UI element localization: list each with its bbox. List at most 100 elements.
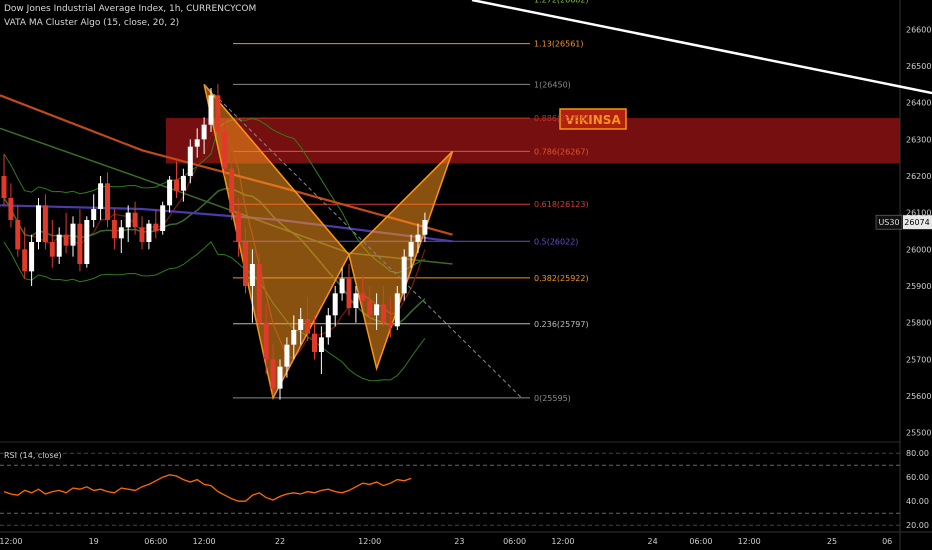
candle-body [394,293,400,327]
slow-ma-purple [0,204,453,243]
candle-body [174,179,179,191]
price-tick-label: 26500 [906,62,931,71]
candle-body [256,264,262,323]
candle-body [208,95,214,125]
candle-body [263,322,269,360]
candle-body [70,223,76,246]
candle-body [353,293,359,308]
candle-body [367,300,373,316]
candle-body [381,304,386,323]
price-tick-label: 25600 [906,392,931,401]
price-tag [903,215,932,230]
candle-body [277,366,283,389]
candle-body [401,256,407,294]
time-tick-label: 19 [89,537,99,546]
price-tick-label: 26600 [906,25,931,34]
candle-body [415,234,421,242]
candle-body [318,337,324,352]
candle-body [118,227,124,239]
candle-body [63,234,69,246]
price-tick-label: 25800 [906,319,931,328]
candle-body [215,95,221,132]
symbol-tag [875,214,903,230]
price-tick-label: 26400 [906,99,931,108]
time-tick-label: 22 [275,537,285,546]
price-tick-label: 25500 [906,429,931,438]
fib-label: 0.382(25922) [534,274,589,283]
time-tick-label: 12:00 [193,537,216,546]
candle-body [298,319,304,330]
candle-body [125,212,131,228]
rsi-tick-label: 80.00 [906,449,929,458]
rsi-tick-label: 40.00 [906,497,929,506]
candle-body [111,220,117,239]
time-tick-label: 12:00 [738,537,761,546]
candle-body [408,242,414,257]
time-tick-label: 06:00 [144,537,167,546]
price-tag-text: 26074 [904,218,929,227]
indicator-label: VATA MA Cluster Algo (15, close, 20, 2) [4,18,180,28]
candle-body [374,304,380,316]
candle-body [15,220,21,250]
watermark-box [559,108,627,130]
candle-body [229,168,235,213]
candle-body [180,176,186,191]
slow-ma-orange [0,94,453,236]
candle-body [249,264,255,286]
time-tick-label: 06:00 [503,537,526,546]
candle-body [284,344,290,367]
watermark-text: VIKINSA [565,113,621,127]
candle-body [194,139,200,147]
time-tick-label: 12:00 [551,537,574,546]
supply-zone [166,118,900,164]
candle-body [387,322,393,327]
candle-body [132,212,138,228]
rsi-label: RSI (14, close) [4,451,62,460]
price-tick-label: 26300 [906,135,931,144]
fib-label: 0.236(25797) [534,320,589,329]
pattern-line-bd [348,150,453,256]
rsi-line [3,474,412,502]
pattern-leg-bcd [348,150,454,372]
time-tick-label: 23 [454,537,464,546]
candle-body [312,333,317,352]
candle-body [346,278,352,308]
price-tick-label: 26200 [906,172,931,181]
price-tick-label: 25700 [906,355,931,364]
upper-band [3,118,426,274]
time-tick-label: 06:00 [689,537,712,546]
fib-label: 0.618(26123) [534,200,589,209]
time-tick-label: 12:00 [358,537,381,546]
candle-body [77,223,83,264]
candle-body [29,242,35,272]
candle-body [187,146,193,176]
candle-body [49,242,55,257]
candle-body [42,205,48,242]
fib-label: 0.786(26267) [534,147,589,156]
candle-body [332,293,338,316]
candle-body [98,183,104,209]
candle-body [139,227,145,242]
fib-label: 1.272(26682) [534,0,589,4]
candle-body [105,183,110,220]
candle-body [201,124,207,140]
time-tick-label: 06 [882,537,892,546]
candle-body [236,212,242,242]
lower-band [3,240,426,382]
price-tick-label: 25900 [906,282,931,291]
pattern-line-xb [203,83,350,256]
time-tick-label: 25 [827,537,837,546]
rsi-tick-label: 20.00 [906,521,929,530]
candle-body [56,234,62,257]
candle-body [8,198,14,220]
candle-body [243,242,248,286]
candle-body [360,293,366,301]
candle-body [167,179,173,206]
candle-body [222,132,228,169]
price-tick-label: 26100 [906,209,931,218]
candle-body [339,278,345,294]
candle-body [325,315,331,338]
trend-line [471,0,932,95]
candle-body [305,319,311,334]
